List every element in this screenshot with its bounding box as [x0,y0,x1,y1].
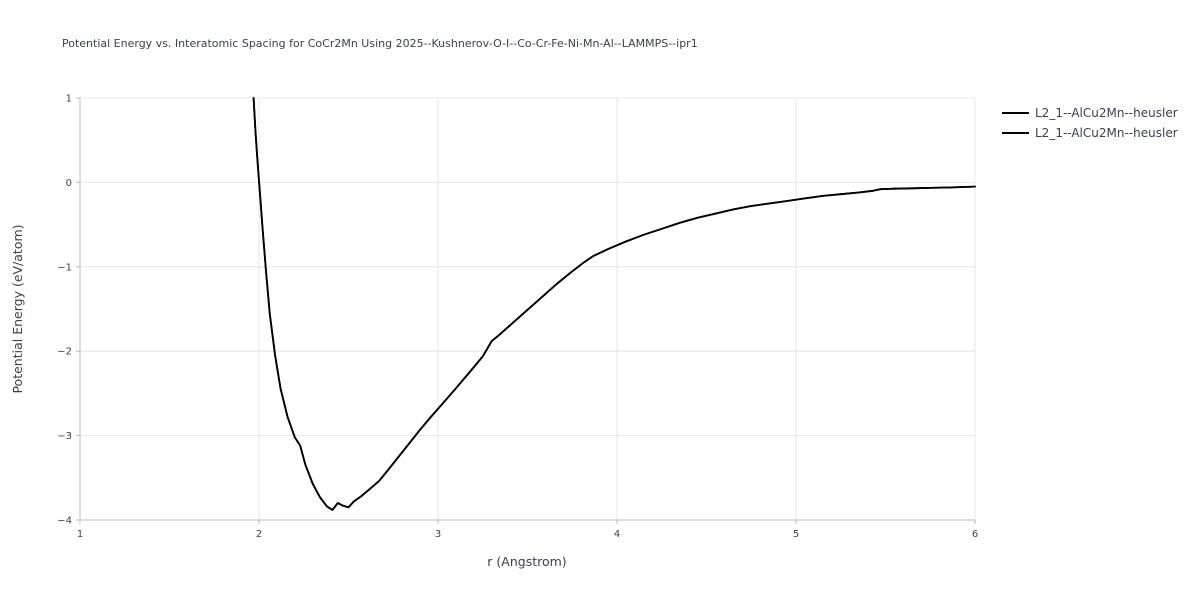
x-tick-label: 2 [256,529,262,540]
y-tick-label: −2 [57,347,72,358]
series-lines [252,97,976,511]
x-tick-label: 4 [614,529,620,540]
chart-title: Potential Energy vs. Interatomic Spacing… [62,37,698,50]
x-axis-label: r (Angstrom) [487,554,566,569]
legend-label: L2_1--AlCu2Mn--heusler [1035,126,1178,140]
x-tick-label: 3 [435,529,441,540]
y-tick-label: −1 [57,262,72,273]
x-tick-label: 5 [793,529,799,540]
y-tick-label: −4 [57,516,72,527]
series-line-0 [252,97,976,511]
legend: L2_1--AlCu2Mn--heusler L2_1--AlCu2Mn--he… [1002,106,1178,140]
series-line-1 [252,97,976,511]
y-tick-label: 0 [66,178,72,189]
y-tick-label: −3 [57,431,72,442]
y-axis-label: Potential Energy (eV/atom) [10,224,25,393]
axes: 1 2 3 4 5 6 −4 −3 −2 −1 0 1 [57,94,978,541]
x-tick-label: 6 [972,529,978,540]
y-tick-label: 1 [66,94,72,105]
legend-label: L2_1--AlCu2Mn--heusler [1035,106,1178,120]
x-tick-label: 1 [77,529,83,540]
